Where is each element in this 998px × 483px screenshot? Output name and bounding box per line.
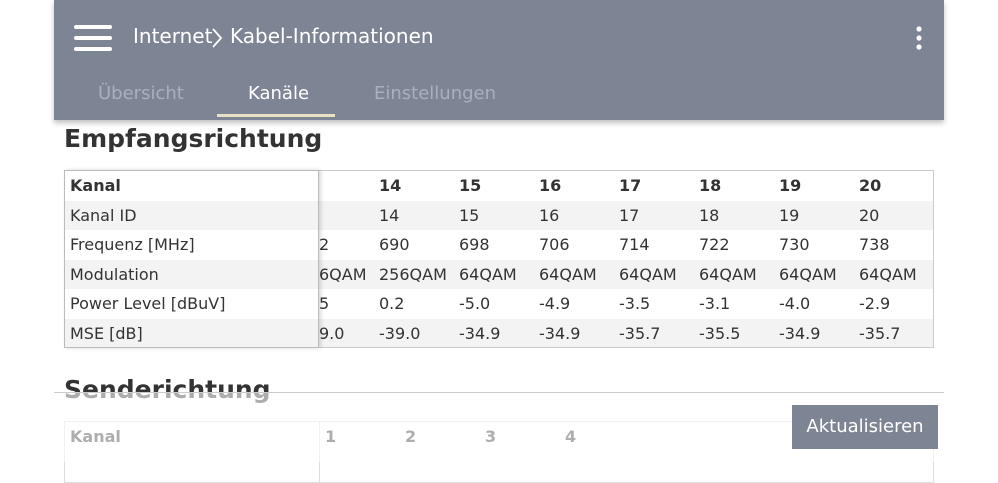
row-stripe bbox=[65, 259, 318, 289]
menu-button[interactable] bbox=[54, 15, 124, 60]
table-cell: 17 bbox=[619, 205, 640, 225]
row-stripe bbox=[65, 200, 318, 230]
table-cell: 256QAM bbox=[379, 264, 447, 284]
tab[interactable]: Einstellungen bbox=[374, 83, 497, 104]
table-cell: 714 bbox=[619, 235, 650, 254]
table-cell: -3.1 bbox=[699, 294, 731, 313]
table-cell: 64QAM bbox=[459, 264, 517, 284]
chevron bbox=[212, 28, 223, 48]
row-label: MSE [dB] bbox=[70, 323, 143, 343]
app-bar: Internet Kabel-Informationen Übersicht Ka… bbox=[54, 0, 944, 120]
refresh-button[interactable]: Aktualisieren bbox=[792, 405, 938, 449]
table-cell: 19 bbox=[779, 205, 800, 225]
column-header: Kanal bbox=[70, 176, 121, 195]
row-stripe bbox=[65, 318, 318, 347]
tab[interactable]: Kanäle bbox=[248, 83, 310, 104]
row-label: Power Level [dBuV] bbox=[70, 294, 226, 313]
table-cell: -34.9 bbox=[779, 323, 821, 343]
row-label: Modulation bbox=[70, 264, 159, 284]
table-cell: -34.9 bbox=[459, 323, 501, 343]
table-cell: 64QAM bbox=[699, 264, 757, 284]
breadcrumb[interactable]: Internet bbox=[133, 24, 213, 48]
table-cell: -35.7 bbox=[859, 323, 901, 343]
table-cell: 14 bbox=[379, 205, 400, 225]
table-cell: 730 bbox=[779, 235, 810, 254]
page: Internet Kabel-Informationen Übersicht Ka… bbox=[54, 0, 944, 483]
table-cell: 64QAM bbox=[619, 264, 677, 284]
section-title: Empfangsrichtung bbox=[64, 124, 323, 153]
table-cell: 64QAM bbox=[859, 264, 917, 284]
table-cell: 20 bbox=[859, 205, 880, 225]
breadcrumb: Kabel-Informationen bbox=[230, 24, 434, 48]
table-cell: 722 bbox=[699, 235, 730, 254]
table-cell: 9.0 bbox=[319, 323, 345, 343]
table-cell: 706 bbox=[539, 235, 570, 254]
table-cell: -4.9 bbox=[539, 294, 571, 313]
table-cell: 0.2 bbox=[379, 294, 405, 313]
column-header: 19 bbox=[779, 176, 802, 195]
table-cell: -4.0 bbox=[779, 294, 811, 313]
table-cell: -34.9 bbox=[539, 323, 581, 343]
column-header: 16 bbox=[539, 176, 562, 195]
action-bar: Aktualisieren bbox=[54, 392, 944, 462]
table-cell: 64QAM bbox=[539, 264, 597, 284]
table-cell: -35.7 bbox=[619, 323, 661, 343]
table-cell: -3.5 bbox=[619, 294, 651, 313]
table-cell: -5.0 bbox=[459, 294, 491, 313]
row-label: Kanal ID bbox=[70, 205, 137, 225]
column-header: 20 bbox=[859, 176, 882, 195]
table-cell: -39.0 bbox=[379, 323, 421, 343]
table-cell: 15 bbox=[459, 205, 480, 225]
table-cell: 6QAM bbox=[319, 264, 367, 284]
table-cell: -2.9 bbox=[859, 294, 891, 313]
table-cell: 64QAM bbox=[779, 264, 837, 284]
table-cell: 738 bbox=[859, 235, 890, 254]
column-header: 17 bbox=[619, 176, 642, 195]
table-cell: 698 bbox=[459, 235, 490, 254]
column-header: 15 bbox=[459, 176, 482, 195]
more-menu[interactable] bbox=[914, 25, 924, 51]
table-cell: 16 bbox=[539, 205, 560, 225]
tab[interactable]: Übersicht bbox=[98, 83, 184, 104]
table-cell: 2 bbox=[319, 235, 330, 254]
row-label: Frequenz [MHz] bbox=[70, 235, 195, 254]
column-header: 18 bbox=[699, 176, 722, 195]
table-cell: 5 bbox=[319, 294, 330, 313]
tab-indicator bbox=[217, 114, 335, 117]
table-cell: 18 bbox=[699, 205, 720, 225]
column-header: 14 bbox=[379, 176, 402, 195]
table-cell: 690 bbox=[379, 235, 410, 254]
row-labels: Kanal Kanal ID Frequenz [MHz] Modulation Pow… bbox=[64, 170, 319, 348]
table-cell: -35.5 bbox=[699, 323, 741, 343]
